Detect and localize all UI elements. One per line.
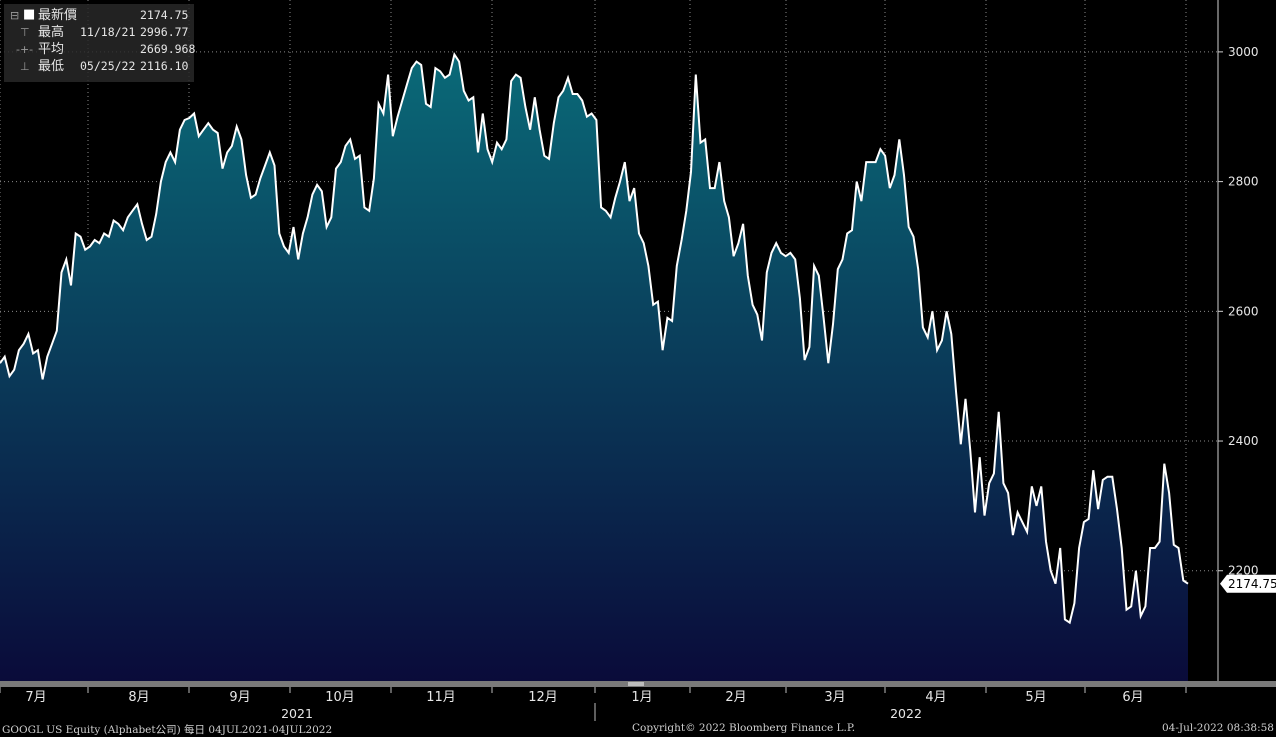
x-tick-label: 4月 (925, 690, 946, 705)
legend-last-label: 最新價 (38, 8, 78, 23)
x-tick-label: 10月 (325, 690, 355, 705)
legend-swatch-icon: ■ (23, 7, 36, 22)
year-label: 2022 (890, 706, 922, 721)
x-tick-label: 2月 (725, 690, 746, 705)
legend-low-value: 2116.10 (140, 59, 189, 73)
y-tick-label: 2400 (1228, 434, 1259, 448)
legend-avg-value: 2669.968 (140, 42, 196, 56)
footer-copyright: Copyright© 2022 Bloomberg Finance L.P. (632, 722, 856, 734)
legend-high-value: 2996.77 (140, 25, 189, 39)
x-tick-label: 8月 (128, 690, 149, 705)
chart-axes: 2200 2400 2600 2800 3000 7月 8月 9月 10月 11月 12月 1月 2月 3… (0, 0, 1276, 721)
year-label: 2021 (281, 706, 313, 721)
legend-high-label: 最高 (38, 25, 65, 40)
price-area-fill (0, 54, 1188, 681)
x-tick-label: 6月 (1122, 690, 1143, 705)
high-marker-icon: ⊤ (20, 26, 30, 39)
legend-panel: ⊟ ■ 最新價 2174.75 ⊤ 最高 11/18/21 2996.77 -+… (4, 4, 196, 82)
x-tick-label: 12月 (528, 690, 558, 705)
average-marker-icon: -+- (16, 43, 34, 56)
last-price-label: 2174.75 (1228, 577, 1276, 591)
price-line (0, 52, 1189, 625)
x-tick-label: 11月 (426, 690, 456, 705)
x-tick-label: 5月 (1025, 690, 1046, 705)
footer-timestamp: 04-Jul-2022 08:38:58 (1161, 722, 1274, 734)
y-tick-label: 2200 (1228, 564, 1259, 578)
collapse-icon[interactable]: ⊟ (10, 9, 20, 22)
low-marker-icon: ⊥ (20, 60, 30, 73)
footer-security-info: GOOGL US Equity (Alphabet公司) 每日 04JUL202… (2, 724, 333, 736)
x-tick-label: 9月 (229, 690, 250, 705)
x-tick-label: 3月 (824, 690, 845, 705)
legend-low-label: 最低 (38, 59, 65, 74)
legend-high-date: 11/18/21 (80, 25, 136, 39)
y-tick-label: 3000 (1228, 45, 1259, 59)
y-tick-label: 2600 (1228, 304, 1259, 318)
scroll-handle[interactable] (628, 682, 644, 686)
x-tick-label: 7月 (25, 690, 46, 705)
legend-avg-label: 平均 (38, 42, 65, 57)
legend-last-value: 2174.75 (140, 8, 189, 22)
last-price-tag (1220, 574, 1276, 593)
y-tick-label: 2800 (1228, 175, 1259, 189)
x-tick-label: 1月 (631, 690, 652, 705)
legend-low-date: 05/25/22 (80, 59, 136, 73)
